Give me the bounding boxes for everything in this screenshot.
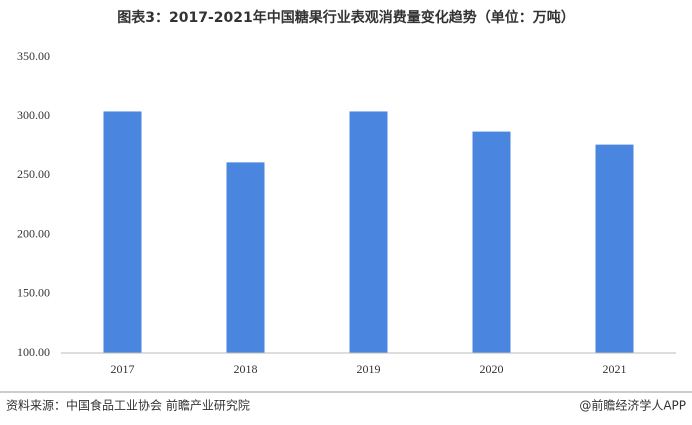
bar [595, 144, 634, 353]
bar [349, 111, 388, 354]
x-tick-label: 2018 [234, 362, 258, 376]
bar [226, 162, 265, 353]
credit: @前瞻经济学人APP [579, 398, 686, 413]
x-tick-label: 2020 [480, 362, 504, 376]
y-tick-label: 250.00 [17, 167, 50, 181]
y-tick-label: 350.00 [17, 49, 50, 63]
bar [103, 111, 142, 354]
chart-title: 图表3：2017-2021年中国糖果行业表观消费量变化趋势（单位：万吨） [117, 9, 574, 26]
y-tick-label: 100.00 [17, 345, 50, 359]
bar [472, 131, 511, 353]
y-tick-label: 300.00 [17, 108, 50, 122]
x-tick-label: 2021 [603, 362, 627, 376]
x-tick-label: 2017 [111, 362, 135, 376]
y-tick-label: 200.00 [17, 226, 50, 240]
y-tick-label: 150.00 [17, 286, 50, 300]
x-tick-label: 2019 [357, 362, 381, 376]
source: 资料来源：中国食品工业协会 前瞻产业研究院 [6, 398, 250, 413]
